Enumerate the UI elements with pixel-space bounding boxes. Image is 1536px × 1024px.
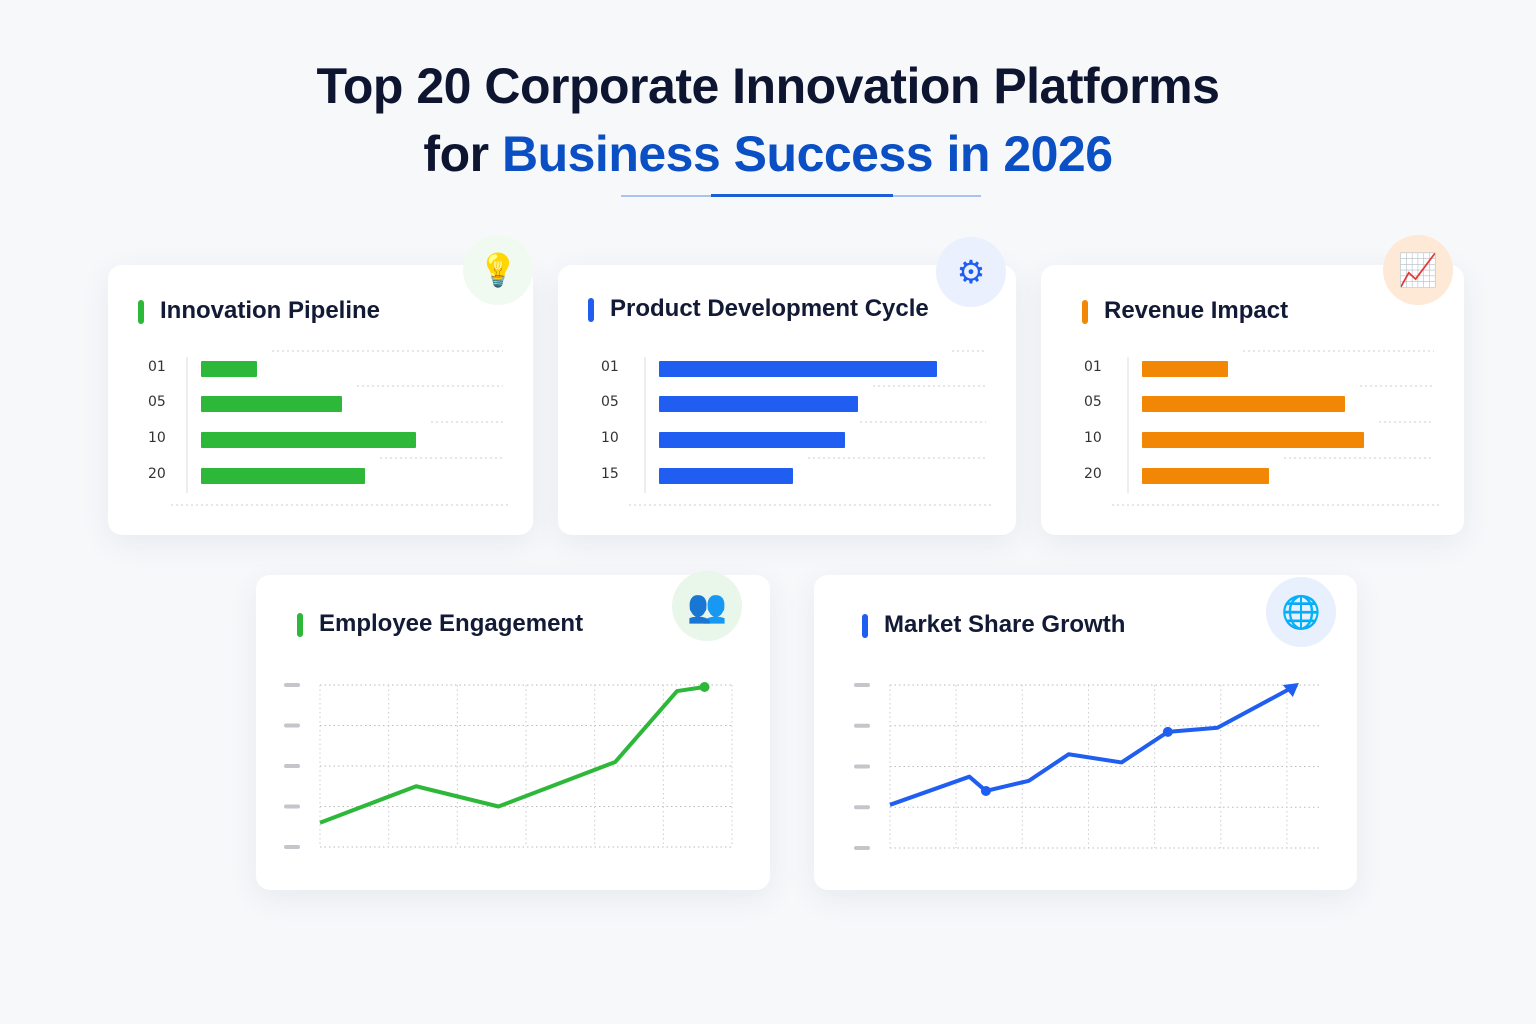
bar (659, 396, 858, 412)
card-title-text: Innovation Pipeline (160, 297, 381, 324)
title-line-2: for Business Success in 2026 (0, 120, 1536, 188)
series-line (319, 685, 705, 825)
chart-card-innovation-pipeline: Innovation Pipeline 💡 01 05 10 20 (108, 235, 533, 535)
card-title-text: Employee Engagement (319, 610, 584, 637)
title-prefix: for (423, 126, 502, 182)
title-accent: Business Success in 2026 (501, 126, 1113, 182)
card-title-text: Revenue Impact (1104, 297, 1289, 324)
chart-card-employee-engagement: Employee Engagement 👥 (256, 571, 770, 890)
bar (659, 468, 793, 484)
category-label: 15 (601, 466, 619, 482)
data-point (699, 682, 710, 693)
gear-icon: ⚙ (936, 237, 1006, 307)
chart-card-market-share-growth: Market Share Growth 🌐 (814, 575, 1357, 890)
bar (1142, 396, 1345, 412)
page-title: Top 20 Corporate Innovation Platforms fo… (0, 52, 1536, 188)
bar (659, 361, 937, 377)
category-label: 01 (148, 359, 166, 375)
chart-card-revenue-impact: Revenue Impact 📈 01 05 10 20 (1041, 235, 1464, 535)
title-accent-bar (297, 613, 303, 637)
bar (1142, 361, 1228, 377)
category-label: 05 (1084, 394, 1102, 410)
bar (659, 432, 845, 448)
chart-svg (629, 350, 991, 506)
chart-svg (171, 350, 508, 506)
title-accent-bar (588, 298, 594, 322)
category-label: 20 (148, 466, 166, 482)
arrow-head (1282, 683, 1299, 697)
category-label: 10 (601, 430, 619, 446)
bar (1142, 432, 1364, 448)
category-label: 20 (1084, 466, 1102, 482)
category-label: 05 (148, 394, 166, 410)
category-label: 10 (148, 430, 166, 446)
globe-growth-icon: 🌐 (1266, 577, 1336, 647)
data-point (980, 785, 991, 796)
bar (201, 432, 416, 448)
team-icon: 👥 (672, 571, 742, 641)
title-line-1: Top 20 Corporate Innovation Platforms (316, 58, 1220, 114)
lightbulb-icon: 💡 (463, 235, 533, 305)
bar (201, 396, 342, 412)
bar (201, 468, 365, 484)
card-title: Product Development Cycle (588, 295, 929, 323)
chart-card-product-development-cycle: Product Development Cycle ⚙ 01 05 10 15 (558, 237, 1016, 535)
title-accent-bar (138, 300, 144, 324)
card-title: Market Share Growth (862, 611, 1126, 639)
chart-svg (1112, 350, 1439, 506)
category-label: 01 (1084, 359, 1102, 375)
chart-svg (854, 683, 1320, 850)
category-label: 05 (601, 394, 619, 410)
card-title: Revenue Impact (1082, 297, 1289, 325)
bar-chart-growth-icon: 📈 (1383, 235, 1453, 305)
title-accent-bar (862, 614, 868, 638)
data-point (1162, 726, 1173, 737)
card-title: Innovation Pipeline (138, 297, 381, 325)
bar (201, 361, 257, 377)
card-title-text: Market Share Growth (884, 611, 1126, 638)
title-underline (621, 194, 981, 197)
chart-svg (284, 682, 733, 849)
series-line (889, 683, 1298, 807)
category-label: 10 (1084, 430, 1102, 446)
category-label: 01 (601, 359, 619, 375)
card-title-text: Product Development Cycle (610, 295, 929, 322)
card-title: Employee Engagement (297, 610, 584, 638)
title-accent-bar (1082, 300, 1088, 324)
bar (1142, 468, 1269, 484)
